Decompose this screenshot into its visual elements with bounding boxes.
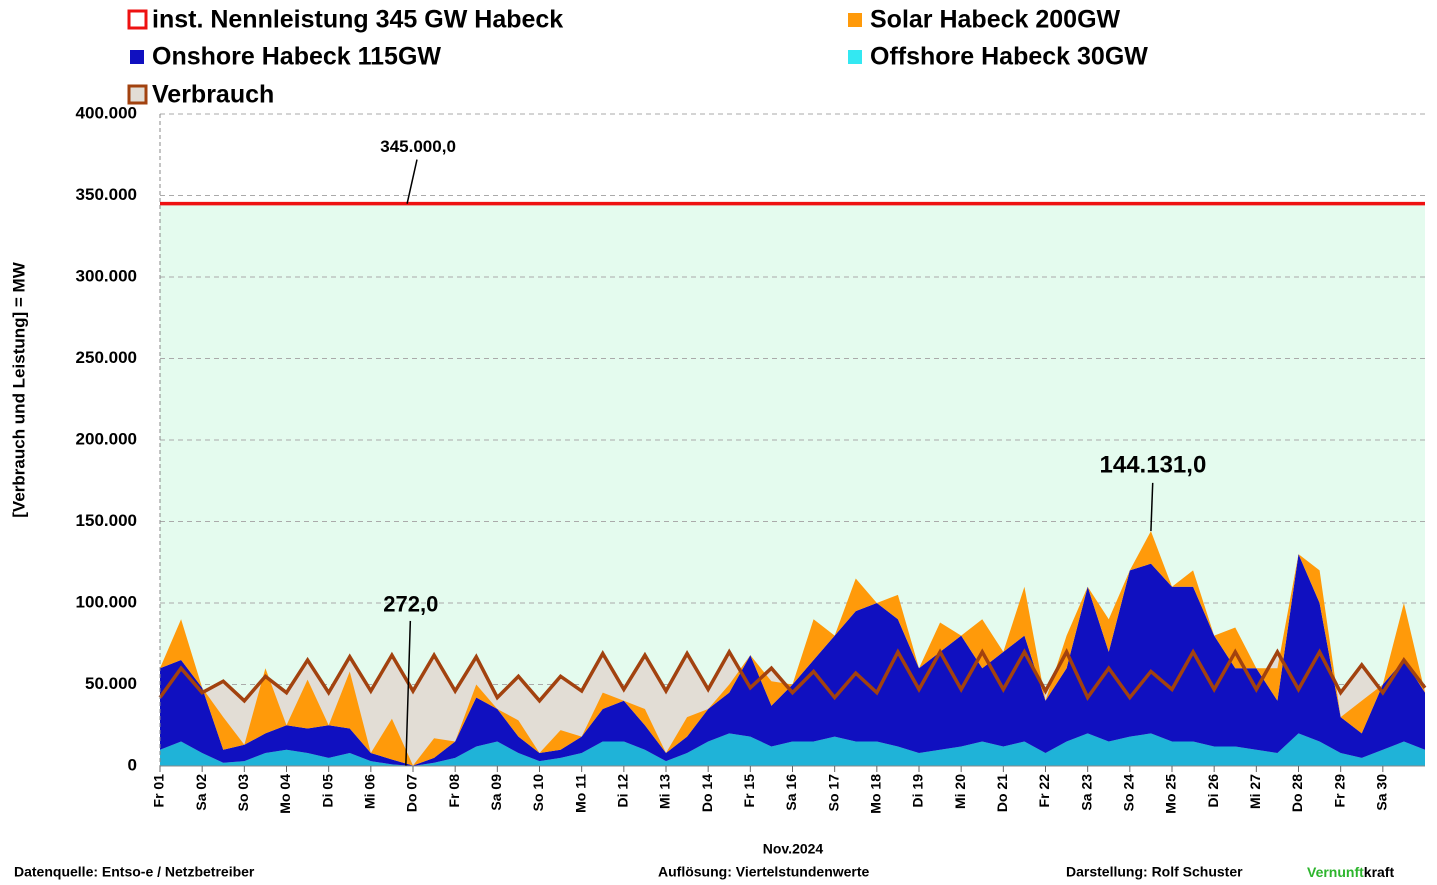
x-tick-label: Mo 25 — [1163, 774, 1179, 814]
y-axis-label: [Verbrauch und Leistung] = MW — [9, 261, 28, 517]
legend-swatch — [848, 50, 862, 64]
annotation-leader — [405, 620, 412, 766]
y-tick-label: 300.000 — [76, 266, 137, 285]
x-tick-label: Sa 09 — [488, 774, 504, 811]
annotation: 144.131,0 — [1100, 451, 1207, 478]
stacked-area — [160, 733, 1425, 766]
x-tick-label: Mo 18 — [868, 774, 884, 814]
y-tick-label: 100.000 — [76, 592, 137, 611]
x-tick-label: Fr 08 — [446, 774, 462, 808]
y-tick-label: 350.000 — [76, 185, 137, 204]
x-tick-label: So 24 — [1121, 774, 1137, 812]
y-tick-label: 250.000 — [76, 348, 137, 367]
annotation: 345.000,0 — [380, 137, 456, 156]
x-tick-label: Do 07 — [404, 774, 420, 812]
x-tick-label: Fr 15 — [741, 774, 757, 808]
x-tick-label: Sa 16 — [783, 774, 799, 811]
brand-part: Vernunft — [1307, 864, 1364, 880]
annotation-leader — [1150, 482, 1154, 532]
x-tick-label: Mo 11 — [572, 774, 588, 813]
x-tick-label: Mi 06 — [362, 774, 378, 809]
y-tick-label: 400.000 — [76, 103, 137, 122]
x-tick-label: Mi 13 — [657, 774, 673, 809]
x-tick-label: Mo 04 — [277, 774, 293, 814]
footer-brand: Vernunftkraft — [1307, 864, 1394, 880]
x-axis-label: Nov.2024 — [763, 841, 824, 857]
legend-label: inst. Nennleistung 345 GW Habeck — [152, 6, 563, 34]
x-tick-label: Fr 29 — [1331, 774, 1347, 808]
x-tick-label: Sa 30 — [1374, 774, 1390, 811]
x-tick-label: Mi 20 — [952, 774, 968, 809]
footer-source: Datenquelle: Entso-e / Netzbetreiber — [14, 864, 255, 880]
legend-swatch — [127, 9, 148, 30]
legend-label: Onshore Habeck 115GW — [152, 43, 441, 71]
x-tick-label: So 03 — [235, 774, 251, 812]
x-tick-label: Do 28 — [1289, 774, 1305, 812]
x-tick-label: Di 12 — [615, 774, 631, 808]
legend-swatch — [848, 13, 862, 27]
legend-swatch — [130, 50, 144, 64]
legend-swatch — [127, 84, 148, 105]
x-tick-label: Di 19 — [910, 774, 926, 808]
annotation: 272,0 — [383, 591, 438, 616]
y-tick-label: 50.000 — [85, 674, 137, 693]
legend-label: Offshore Habeck 30GW — [870, 43, 1148, 71]
y-tick-label: 150.000 — [76, 511, 137, 530]
x-tick-label: So 17 — [825, 774, 841, 812]
x-tick-label: Di 26 — [1205, 774, 1221, 808]
x-tick-label: Fr 22 — [1036, 774, 1052, 808]
x-tick-label: Do 14 — [699, 774, 715, 812]
x-tick-label: Sa 02 — [193, 774, 209, 811]
legend-label: Verbrauch — [152, 81, 274, 109]
annotation-leader — [406, 159, 418, 204]
footer-resolution: Auflösung: Viertelstundenwerte — [658, 864, 870, 880]
footer-author: Darstellung: Rolf Schuster — [1066, 864, 1243, 880]
brand-part: kraft — [1364, 864, 1395, 880]
y-tick-label: 200.000 — [76, 429, 137, 448]
x-tick-label: Fr 01 — [151, 774, 167, 808]
x-tick-label: So 10 — [530, 774, 546, 812]
stacked-area — [160, 554, 1425, 766]
x-tick-label: Sa 23 — [1078, 774, 1094, 811]
consumption-line — [158, 647, 1427, 704]
x-tick-label: Do 21 — [994, 774, 1010, 812]
x-tick-label: Mi 27 — [1247, 774, 1263, 809]
y-tick-label: 0 — [128, 755, 137, 774]
x-tick-label: Di 05 — [319, 774, 335, 808]
legend-label: Solar Habeck 200GW — [870, 6, 1121, 34]
